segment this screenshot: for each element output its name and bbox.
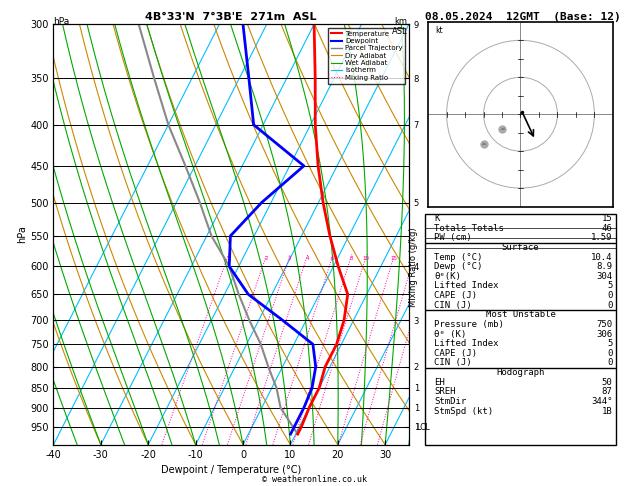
Text: 50: 50 xyxy=(602,378,613,387)
Text: kt: kt xyxy=(435,26,443,35)
Text: Surface: Surface xyxy=(502,243,539,252)
Text: CIN (J): CIN (J) xyxy=(434,359,472,367)
Text: ☁: ☁ xyxy=(481,141,486,146)
Text: CIN (J): CIN (J) xyxy=(434,301,472,310)
Text: K: K xyxy=(434,214,440,223)
Text: 08.05.2024  12GMT  (Base: 12): 08.05.2024 12GMT (Base: 12) xyxy=(425,12,620,22)
Legend: Temperature, Dewpoint, Parcel Trajectory, Dry Adiabat, Wet Adiabat, Isotherm, Mi: Temperature, Dewpoint, Parcel Trajectory… xyxy=(328,28,405,84)
Text: Totals Totals: Totals Totals xyxy=(434,224,504,233)
Text: 0: 0 xyxy=(607,291,613,300)
Text: hPa: hPa xyxy=(53,17,70,26)
Text: θᵉ(K): θᵉ(K) xyxy=(434,272,461,281)
Text: 0: 0 xyxy=(607,349,613,358)
Text: © weatheronline.co.uk: © weatheronline.co.uk xyxy=(262,474,367,484)
Text: SREH: SREH xyxy=(434,387,455,396)
Text: Temp (°C): Temp (°C) xyxy=(434,253,482,261)
Text: 6: 6 xyxy=(331,256,334,261)
Text: 304: 304 xyxy=(596,272,613,281)
Text: θᵉ (K): θᵉ (K) xyxy=(434,330,467,339)
Text: 5: 5 xyxy=(607,281,613,291)
Text: 46: 46 xyxy=(602,224,613,233)
Text: 0: 0 xyxy=(607,359,613,367)
Text: 15: 15 xyxy=(391,256,398,261)
Text: 750: 750 xyxy=(596,320,613,329)
Text: 1: 1 xyxy=(226,256,230,261)
Y-axis label: hPa: hPa xyxy=(17,226,27,243)
Text: StmSpd (kt): StmSpd (kt) xyxy=(434,406,493,416)
Text: 10: 10 xyxy=(362,256,370,261)
Text: 8.9: 8.9 xyxy=(596,262,613,271)
Text: 2: 2 xyxy=(264,256,268,261)
Text: 4: 4 xyxy=(305,256,309,261)
Text: Mixing Ratio (g/kg): Mixing Ratio (g/kg) xyxy=(409,227,418,307)
Title: 4B°33'N  7°3B'E  271m  ASL: 4B°33'N 7°3B'E 271m ASL xyxy=(145,12,317,22)
Text: Hodograph: Hodograph xyxy=(496,368,545,377)
Text: 87: 87 xyxy=(602,387,613,396)
Text: 15: 15 xyxy=(602,214,613,223)
Text: km
ASL: km ASL xyxy=(392,17,408,35)
Text: PW (cm): PW (cm) xyxy=(434,233,472,243)
Text: StmDir: StmDir xyxy=(434,397,467,406)
Text: 1B: 1B xyxy=(602,406,613,416)
Text: Dewp (°C): Dewp (°C) xyxy=(434,262,482,271)
Text: Lifted Index: Lifted Index xyxy=(434,339,499,348)
Text: ☁: ☁ xyxy=(499,126,505,132)
Text: 10.4: 10.4 xyxy=(591,253,613,261)
Text: 5: 5 xyxy=(607,339,613,348)
Text: 1.59: 1.59 xyxy=(591,233,613,243)
Text: 306: 306 xyxy=(596,330,613,339)
Text: CAPE (J): CAPE (J) xyxy=(434,349,477,358)
Text: 8: 8 xyxy=(350,256,353,261)
Text: CAPE (J): CAPE (J) xyxy=(434,291,477,300)
Text: EH: EH xyxy=(434,378,445,387)
Text: Lifted Index: Lifted Index xyxy=(434,281,499,291)
Text: 3: 3 xyxy=(288,256,291,261)
Text: 0: 0 xyxy=(607,301,613,310)
Text: 344°: 344° xyxy=(591,397,613,406)
Text: LCL: LCL xyxy=(416,423,430,432)
Text: Pressure (mb): Pressure (mb) xyxy=(434,320,504,329)
X-axis label: Dewpoint / Temperature (°C): Dewpoint / Temperature (°C) xyxy=(161,465,301,475)
Text: Most Unstable: Most Unstable xyxy=(486,311,555,319)
